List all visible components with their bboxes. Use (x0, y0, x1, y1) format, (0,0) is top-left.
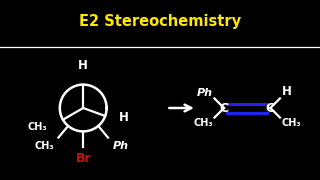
Text: H: H (78, 59, 88, 72)
Text: Br: Br (76, 152, 91, 165)
Text: CH₃: CH₃ (193, 118, 213, 129)
Text: Ph: Ph (112, 141, 128, 151)
Text: C: C (220, 102, 228, 114)
Text: Ph: Ph (197, 87, 213, 98)
Text: H: H (118, 111, 128, 124)
Text: C: C (266, 102, 275, 114)
Text: CH₃: CH₃ (282, 118, 301, 129)
Text: CH₃: CH₃ (28, 122, 47, 132)
Text: E2 Stereochemistry: E2 Stereochemistry (79, 14, 241, 29)
Text: CH₃: CH₃ (34, 141, 54, 151)
Text: H: H (282, 85, 292, 98)
